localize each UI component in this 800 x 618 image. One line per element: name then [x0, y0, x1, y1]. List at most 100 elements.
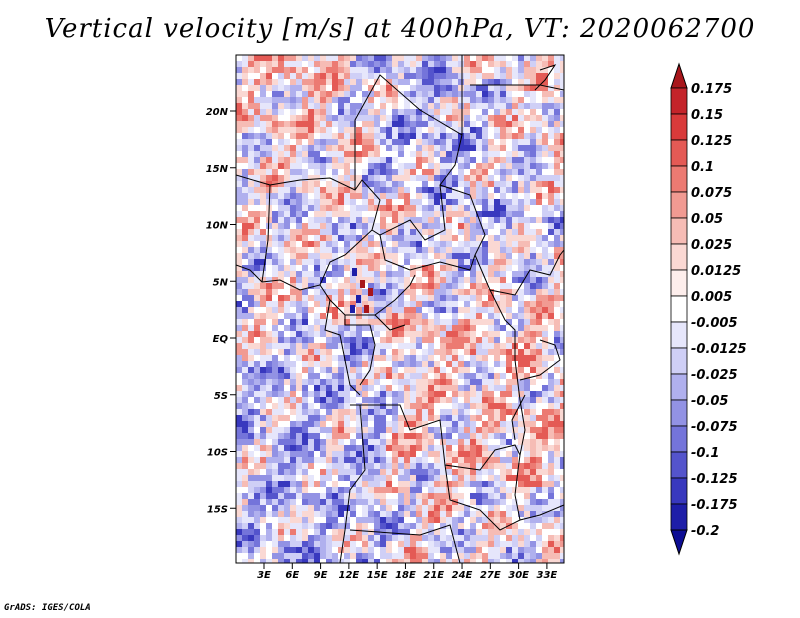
field-cell — [452, 457, 459, 464]
field-cell — [368, 223, 375, 230]
field-cell — [278, 55, 285, 62]
field-cell — [506, 295, 513, 302]
field-cell — [338, 289, 345, 296]
field-cell — [296, 283, 303, 290]
field-cell — [518, 391, 525, 398]
field-cell — [344, 169, 351, 176]
field-cell — [308, 529, 315, 536]
field-cell — [524, 421, 531, 428]
field-cell — [530, 193, 537, 200]
field-cell — [410, 157, 417, 164]
field-cell — [266, 325, 273, 332]
field-cell — [524, 73, 531, 80]
field-cell — [266, 517, 273, 524]
field-cell — [362, 169, 369, 176]
field-cell — [500, 529, 507, 536]
field-cell — [290, 439, 297, 446]
field-cell — [356, 259, 363, 266]
field-cell — [272, 331, 279, 338]
field-cell — [320, 433, 327, 440]
field-cell — [266, 307, 273, 314]
field-cell — [332, 79, 339, 86]
field-cell — [338, 397, 345, 404]
field-cell — [344, 241, 351, 248]
field-cell — [374, 109, 381, 116]
field-cell — [524, 91, 531, 98]
field-cell — [350, 553, 357, 560]
field-cell — [404, 187, 411, 194]
field-cell — [494, 421, 501, 428]
field-cell — [536, 409, 543, 416]
field-cell — [488, 523, 495, 530]
field-cell — [482, 259, 489, 266]
field-cell — [428, 553, 435, 560]
field-cell — [392, 475, 399, 482]
field-cell — [242, 529, 249, 536]
field-cell — [524, 469, 531, 476]
convective-cell — [364, 305, 369, 313]
field-cell — [422, 253, 429, 260]
field-cell — [272, 259, 279, 266]
field-cell — [524, 397, 531, 404]
field-cell — [470, 145, 477, 152]
field-cell — [410, 469, 417, 476]
field-cell — [530, 511, 537, 518]
field-cell — [344, 175, 351, 182]
field-cell — [554, 367, 561, 374]
field-cell — [344, 451, 351, 458]
field-cell — [404, 367, 411, 374]
field-cell — [530, 121, 537, 128]
field-cell — [398, 331, 405, 338]
field-cell — [386, 265, 393, 272]
field-cell — [404, 157, 411, 164]
field-cell — [536, 451, 543, 458]
field-cell — [470, 385, 477, 392]
field-cell — [500, 229, 507, 236]
field-cell — [368, 343, 375, 350]
field-cell — [530, 205, 537, 212]
field-cell — [548, 103, 555, 110]
field-cell — [422, 133, 429, 140]
field-cell — [470, 229, 477, 236]
field-cell — [326, 367, 333, 374]
field-cell — [278, 349, 285, 356]
field-cell — [476, 337, 483, 344]
field-cell — [464, 451, 471, 458]
field-cell — [506, 439, 513, 446]
field-cell — [350, 85, 357, 92]
field-cell — [470, 235, 477, 242]
field-cell — [458, 499, 465, 506]
field-cell — [518, 307, 525, 314]
field-cell — [242, 73, 249, 80]
field-cell — [428, 529, 435, 536]
field-cell — [560, 391, 564, 398]
field-cell — [530, 457, 537, 464]
field-cell — [428, 337, 435, 344]
field-cell — [254, 55, 261, 62]
field-cell — [500, 181, 507, 188]
field-cell — [524, 547, 531, 554]
field-cell — [254, 133, 261, 140]
field-cell — [302, 313, 309, 320]
field-cell — [440, 235, 447, 242]
field-cell — [392, 139, 399, 146]
field-cell — [446, 349, 453, 356]
field-cell — [524, 487, 531, 494]
field-cell — [374, 379, 381, 386]
field-cell — [380, 151, 387, 158]
field-cell — [356, 121, 363, 128]
field-cell — [410, 451, 417, 458]
field-cell — [500, 127, 507, 134]
field-cell — [560, 427, 564, 434]
field-cell — [542, 301, 549, 308]
field-cell — [530, 505, 537, 512]
field-cell — [320, 109, 327, 116]
field-cell — [326, 409, 333, 416]
field-cell — [374, 301, 381, 308]
field-cell — [476, 457, 483, 464]
field-cell — [518, 175, 525, 182]
field-cell — [248, 175, 255, 182]
field-cell — [506, 337, 513, 344]
field-cell — [536, 517, 543, 524]
field-cell — [416, 553, 423, 560]
